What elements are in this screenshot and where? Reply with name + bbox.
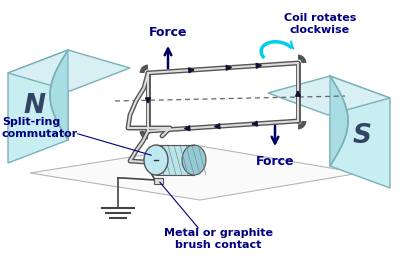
Polygon shape: [268, 76, 390, 115]
FancyBboxPatch shape: [154, 177, 162, 184]
Ellipse shape: [144, 145, 168, 175]
Text: Force: Force: [256, 155, 294, 168]
Polygon shape: [8, 50, 130, 91]
Polygon shape: [30, 146, 360, 200]
Text: S: S: [352, 123, 372, 149]
Ellipse shape: [182, 145, 206, 175]
Polygon shape: [156, 145, 194, 175]
Text: Force: Force: [149, 26, 187, 39]
Polygon shape: [330, 76, 390, 188]
Polygon shape: [8, 50, 68, 163]
Text: Metal or graphite
brush contact: Metal or graphite brush contact: [164, 228, 272, 250]
Polygon shape: [50, 50, 68, 140]
Polygon shape: [330, 76, 348, 166]
Text: N: N: [24, 93, 46, 119]
Text: Coil rotates
clockwise: Coil rotates clockwise: [284, 13, 356, 35]
Text: Split-ring
commutator: Split-ring commutator: [2, 117, 78, 139]
